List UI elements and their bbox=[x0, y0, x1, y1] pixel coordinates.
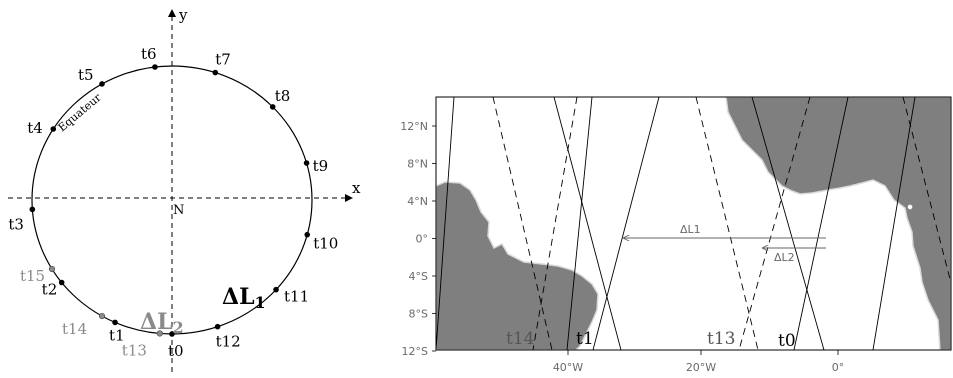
orbit-points: t0 t1 t2 t3 t4 t5 t6 t7 t8 t9 t10 t11 t12 t13 t14 t15 bbox=[8, 45, 338, 360]
orbit-point-t6 bbox=[152, 64, 158, 70]
orbit-point-t9 bbox=[303, 160, 310, 166]
solid-tracks bbox=[436, 97, 916, 350]
orbit-label-t9: t9 bbox=[313, 157, 329, 175]
x-axis-label: x bbox=[352, 179, 361, 197]
lon-tick-label: 40°W bbox=[553, 361, 583, 374]
lon-tick-label: 0° bbox=[832, 361, 845, 374]
lat-tick-label: 8°S bbox=[409, 308, 428, 321]
orbit-label-t4: t4 bbox=[27, 119, 43, 137]
orbit-label-t3: t3 bbox=[8, 215, 24, 233]
orbit-label-t7: t7 bbox=[215, 51, 231, 69]
lat-tick-label: 4°S bbox=[409, 270, 428, 283]
orbit-point-t14 bbox=[98, 312, 106, 320]
center-label: N bbox=[173, 203, 184, 218]
land-africa bbox=[725, 97, 951, 350]
island bbox=[907, 204, 913, 210]
orbit-point-t10 bbox=[304, 231, 311, 238]
orbit-label-t2: t2 bbox=[42, 280, 58, 298]
arrow-delta-l1-label: ΔL1 bbox=[680, 223, 701, 236]
y-axis-label: y bbox=[178, 6, 188, 24]
orbit-label-t8: t8 bbox=[275, 87, 291, 105]
orbit-label-t0: t0 bbox=[168, 342, 184, 360]
orbit-label-t1: t1 bbox=[109, 326, 125, 344]
lat-tick-label: 12°S bbox=[402, 345, 428, 358]
orbit-point-t11 bbox=[273, 286, 279, 293]
equator-label: Equateur bbox=[56, 90, 105, 134]
orbit-point-t5 bbox=[99, 81, 105, 87]
lat-tick-label: 12°N bbox=[400, 120, 428, 133]
track-label-t13: t13 bbox=[707, 329, 735, 349]
delta-l2-label: ΔL2 bbox=[140, 309, 184, 337]
latitude-ticks: 12°N 8°N 4°N 0° 4°S 8°S 12°S bbox=[400, 120, 436, 358]
orbit-point-t12 bbox=[214, 323, 221, 330]
orbit-label-t6: t6 bbox=[141, 45, 157, 63]
orbit-point-t15 bbox=[48, 265, 56, 273]
lat-tick-label: 4°N bbox=[407, 195, 428, 208]
orbit-point-t13 bbox=[156, 330, 163, 337]
orbit-point-t1 bbox=[112, 319, 118, 326]
orbit-point-t8 bbox=[269, 104, 276, 110]
track-label-t0: t0 bbox=[778, 331, 796, 351]
orbit-point-t7 bbox=[212, 69, 219, 76]
orbit-label-t13: t13 bbox=[122, 341, 147, 359]
orbit-point-t4 bbox=[50, 126, 57, 132]
track-label-t14: t14 bbox=[506, 329, 534, 349]
delta-l1-label: ΔL1 bbox=[222, 284, 266, 312]
orbit-point-t3 bbox=[29, 206, 36, 213]
orbit-point-t0 bbox=[169, 331, 175, 337]
track-map: 12°N 8°N 4°N 0° 4°S 8°S 12°S 40°W 20°W 0° ΔL1 ΔL… bbox=[400, 96, 952, 374]
orbit-label-t11: t11 bbox=[284, 288, 309, 306]
orbit-label-t14: t14 bbox=[62, 320, 87, 338]
track-label-t1: t1 bbox=[576, 329, 594, 349]
orbit-diagram: x y N Equateur t0 t1 t2 t3 t4 t5 t6 t7 t8 t9 t10 t1… bbox=[8, 6, 361, 372]
arrow-delta-l2-label: ΔL2 bbox=[774, 251, 795, 264]
map-frame bbox=[435, 96, 952, 351]
orbit-label-t10: t10 bbox=[313, 235, 338, 253]
lat-tick-label: 8°N bbox=[407, 158, 428, 171]
orbit-point-t2 bbox=[58, 279, 65, 286]
longitude-ticks: 40°W 20°W 0° bbox=[553, 350, 844, 374]
dashed-tracks bbox=[492, 97, 951, 350]
land-south-america bbox=[436, 181, 599, 350]
orbit-label-t5: t5 bbox=[78, 66, 94, 84]
lat-tick-label: 0° bbox=[416, 233, 429, 246]
orbit-label-t15: t15 bbox=[20, 267, 45, 285]
lon-tick-label: 20°W bbox=[686, 361, 716, 374]
orbit-label-t12: t12 bbox=[216, 333, 241, 351]
